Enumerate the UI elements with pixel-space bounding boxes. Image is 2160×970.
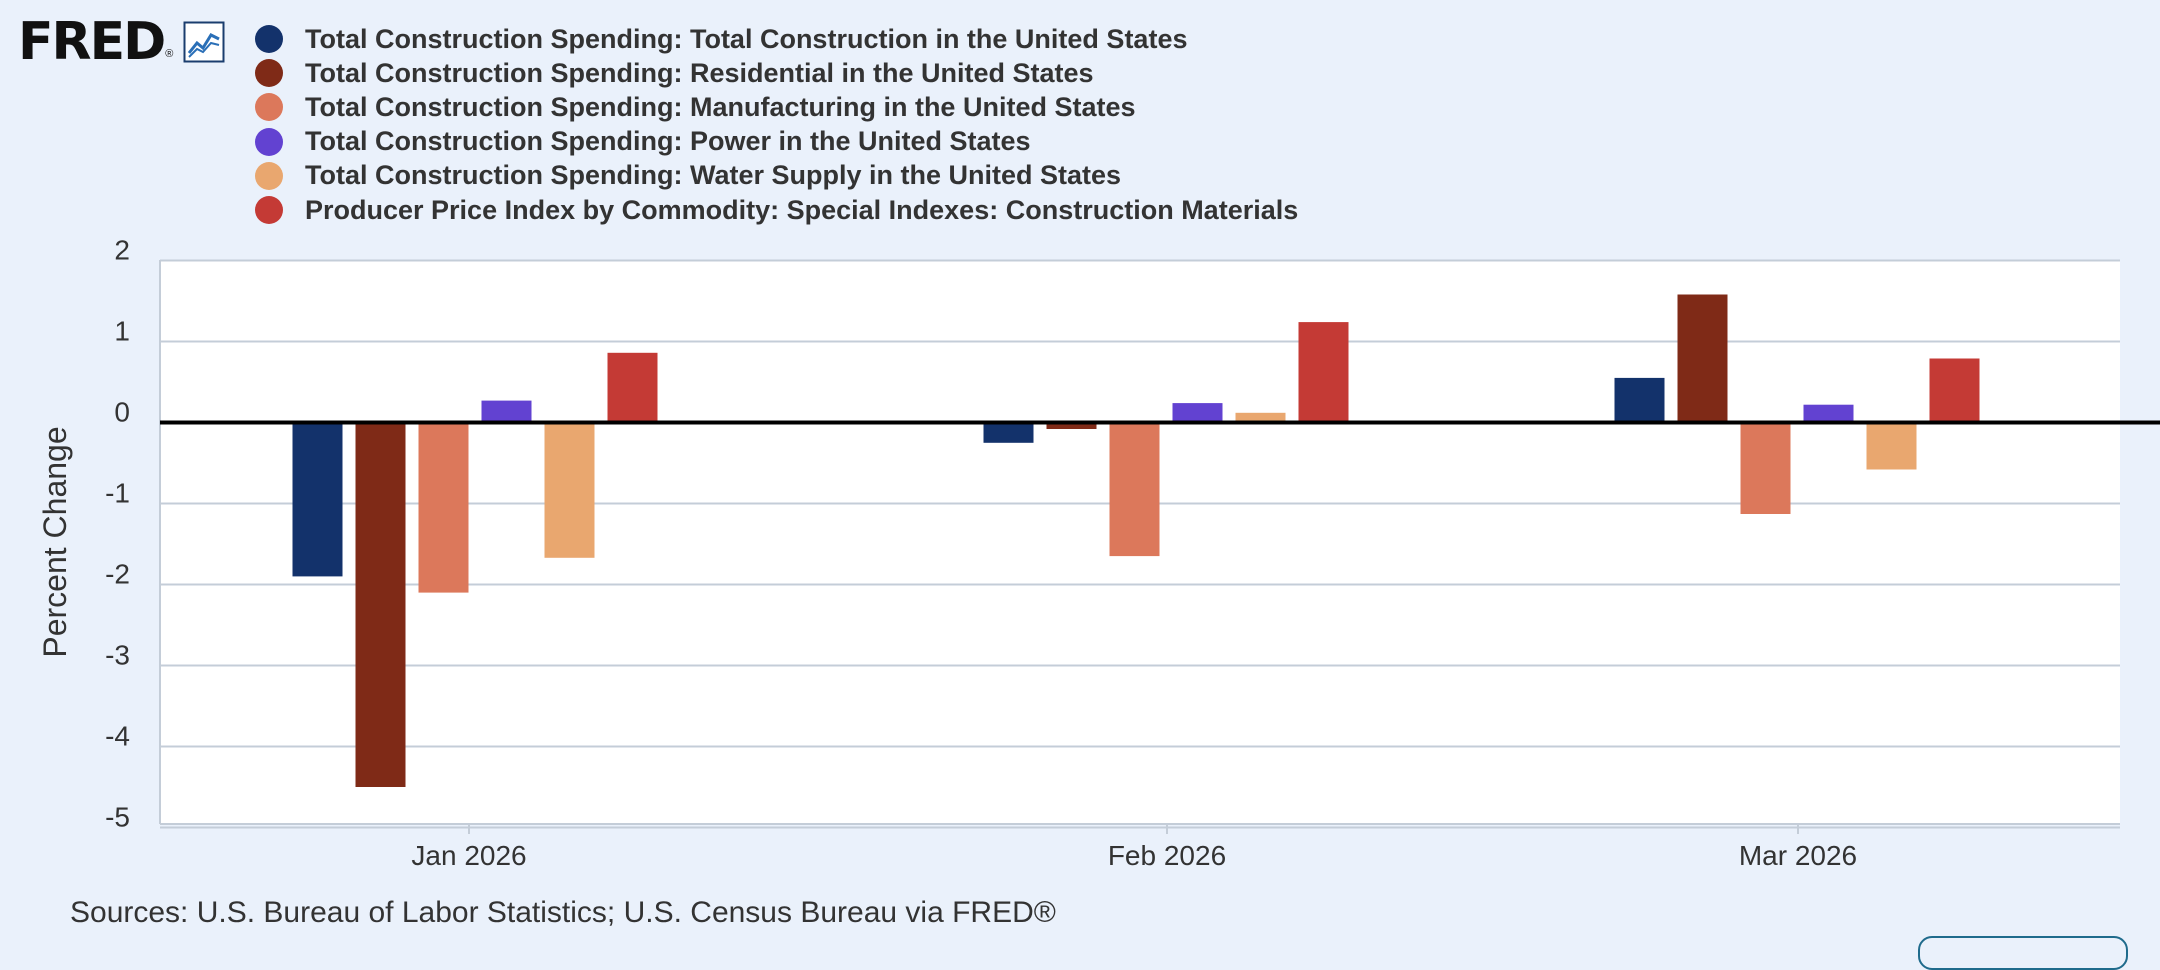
legend-item[interactable]: Total Construction Spending: Total Const… bbox=[255, 22, 1298, 56]
legend-label: Producer Price Index by Commodity: Speci… bbox=[305, 194, 1299, 225]
bar bbox=[1235, 412, 1286, 423]
x-tick-label: Mar 2026 bbox=[1739, 840, 1857, 871]
legend: Total Construction Spending: Total Const… bbox=[255, 22, 1298, 227]
y-tick-label: -3 bbox=[105, 640, 130, 671]
bar bbox=[418, 422, 469, 593]
legend-item[interactable]: Total Construction Spending: Residential… bbox=[255, 56, 1298, 90]
legend-item[interactable]: Producer Price Index by Commodity: Speci… bbox=[255, 193, 1298, 227]
x-tick-label: Jan 2026 bbox=[411, 840, 526, 871]
y-tick-label: 2 bbox=[114, 235, 130, 266]
x-tick-label: Feb 2026 bbox=[1108, 840, 1226, 871]
bar bbox=[292, 422, 343, 577]
bar bbox=[1109, 422, 1160, 557]
legend-marker bbox=[255, 25, 283, 54]
x-ticks bbox=[468, 824, 1799, 834]
bar bbox=[1929, 358, 1980, 423]
legend-item[interactable]: Total Construction Spending: Power in th… bbox=[255, 125, 1298, 159]
bar bbox=[481, 400, 532, 423]
y-tick-label: 1 bbox=[114, 316, 130, 347]
trend-line-chart-icon bbox=[183, 21, 225, 63]
y-tick-label: -4 bbox=[105, 721, 130, 752]
bar bbox=[983, 422, 1034, 443]
legend-label: Total Construction Spending: Power in th… bbox=[305, 126, 1031, 157]
bar bbox=[1803, 404, 1854, 423]
bar bbox=[355, 422, 406, 787]
bar bbox=[1866, 422, 1917, 470]
bar bbox=[544, 422, 595, 558]
bar bbox=[1740, 422, 1791, 514]
x-tick-labels: Jan 2026 Feb 2026 Mar 2026 bbox=[411, 840, 1857, 871]
legend-label: Total Construction Spending: Manufacturi… bbox=[305, 91, 1136, 122]
registered-mark: ® bbox=[165, 48, 174, 60]
legend-label: Total Construction Spending: Residential… bbox=[305, 57, 1094, 88]
legend-marker bbox=[255, 93, 283, 122]
legend-marker bbox=[255, 59, 283, 88]
bar bbox=[1046, 422, 1097, 429]
fred-logo-text: FRED bbox=[18, 12, 166, 72]
bar bbox=[1677, 294, 1728, 423]
bar bbox=[1298, 322, 1349, 423]
legend-label: Total Construction Spending: Water Suppl… bbox=[305, 160, 1122, 191]
bar bbox=[1614, 377, 1665, 423]
legend-marker bbox=[255, 127, 283, 156]
bar bbox=[607, 352, 658, 423]
y-tick-label: -2 bbox=[105, 559, 130, 590]
y-axis-label: Percent Change bbox=[37, 426, 73, 657]
legend-marker bbox=[255, 196, 283, 225]
legend-item[interactable]: Total Construction Spending: Manufacturi… bbox=[255, 90, 1298, 124]
y-tick-labels: 2 1 0 -1 -2 -3 -4 -5 bbox=[105, 235, 130, 833]
y-tick-label: -5 bbox=[105, 802, 130, 833]
chart: 2 1 0 -1 -2 -3 -4 -5 Jan 2026 Feb 2026 Mar 2026 P… bbox=[37, 235, 2160, 871]
fred-logo[interactable]: FRED ® bbox=[18, 14, 225, 70]
sources-note: Sources: U.S. Bureau of Labor Statistics… bbox=[70, 896, 1056, 929]
legend-item[interactable]: Total Construction Spending: Water Suppl… bbox=[255, 159, 1298, 193]
legend-label: Total Construction Spending: Total Const… bbox=[305, 23, 1188, 54]
bars bbox=[292, 294, 1980, 787]
y-tick-label: 0 bbox=[114, 397, 130, 428]
bar bbox=[1172, 403, 1223, 423]
edit-graph-button[interactable] bbox=[1918, 936, 2128, 970]
legend-marker bbox=[255, 161, 283, 190]
y-tick-label: -1 bbox=[105, 478, 130, 509]
